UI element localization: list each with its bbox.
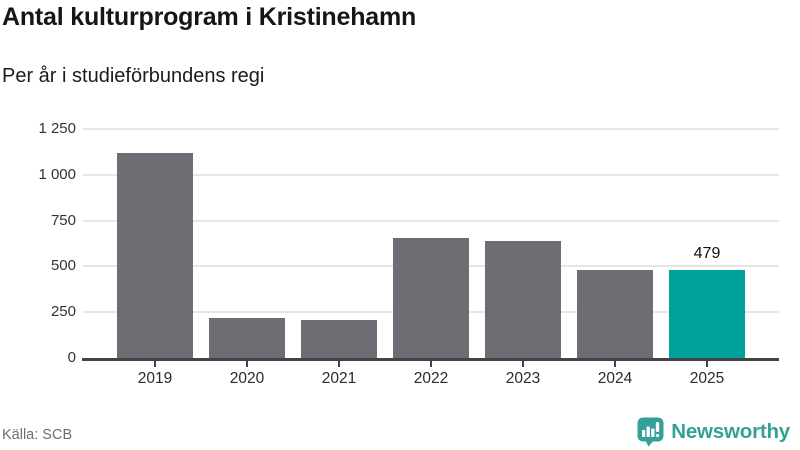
bar-2022 [393, 238, 469, 358]
y-tick-label: 500 [50, 257, 76, 275]
x-tick [522, 358, 524, 367]
source-label: Källa: SCB [2, 427, 73, 443]
x-tick [154, 358, 156, 367]
y-gridline [83, 173, 779, 176]
bar-2020 [209, 318, 285, 358]
x-tick [430, 358, 432, 367]
x-tick [706, 358, 708, 367]
x-tick [246, 358, 248, 367]
chart-title: Antal kulturprogram i Kristinehamn [2, 3, 417, 31]
y-tick-label: 1 250 [38, 120, 76, 137]
bar-2019 [117, 152, 193, 358]
x-tick-label: 2025 [689, 370, 725, 387]
chart-subtitle: Per år i studieförbundens regi [2, 65, 265, 87]
y-tick-label: 1 000 [38, 165, 76, 183]
x-tick [614, 358, 616, 367]
x-tick-label: 2022 [413, 370, 449, 387]
newsworthy-logo: Newsworthy [637, 417, 790, 447]
bar-2023 [485, 241, 561, 358]
y-gridline [83, 219, 779, 222]
y-tick-label: 750 [50, 211, 76, 229]
newsworthy-logo-icon [637, 417, 664, 447]
plot-area: 0 250 500 750 1 000 1 250 2019 2020 2021 2022 2023… [38, 120, 779, 387]
y-gridline [83, 128, 779, 130]
x-tick-label: 2023 [505, 370, 541, 387]
newsworthy-logo-text: Newsworthy [671, 420, 790, 443]
bar-value-label: 479 [693, 245, 721, 263]
x-tick-label: 2024 [597, 370, 633, 387]
x-tick-label: 2020 [229, 370, 265, 387]
y-tick-label: 0 [67, 349, 76, 366]
x-tick-label: 2021 [321, 370, 357, 387]
bar-2024 [577, 269, 653, 358]
y-tick-label: 250 [50, 303, 76, 321]
bar-2021 [301, 319, 377, 358]
x-tick [338, 358, 340, 367]
bar-2025 [669, 270, 745, 358]
x-tick-label: 2019 [137, 370, 173, 387]
